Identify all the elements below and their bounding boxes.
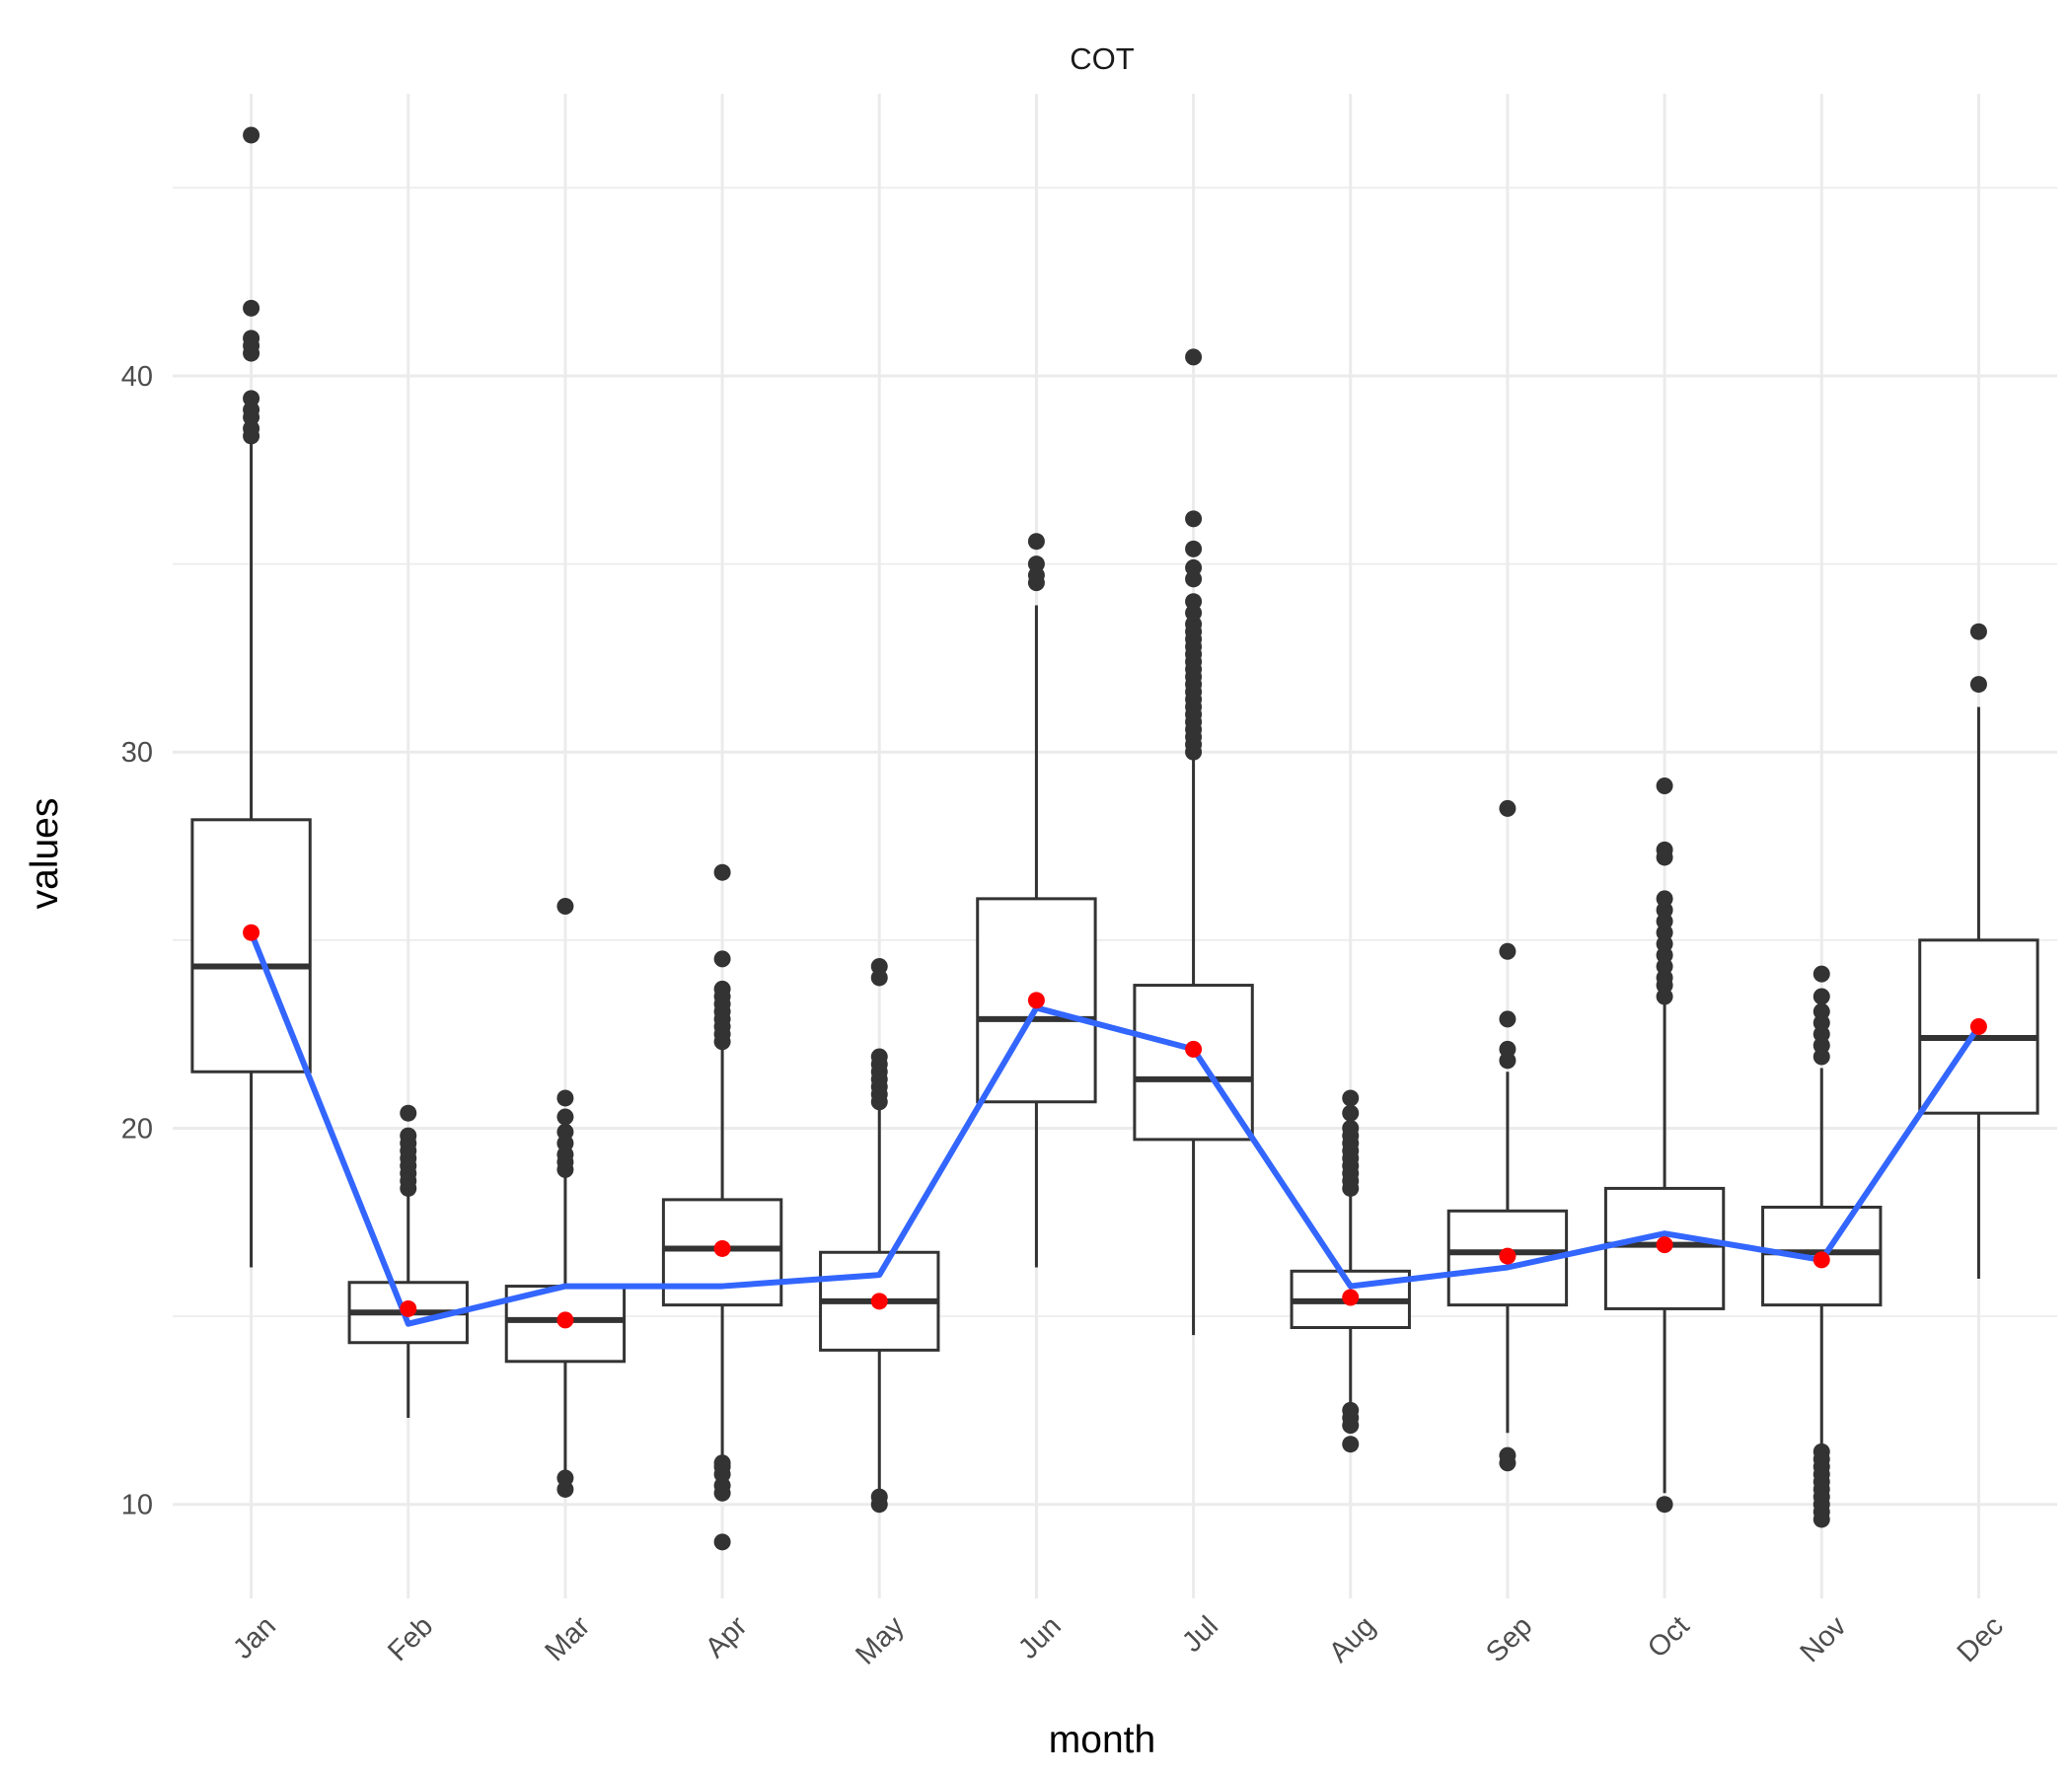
x-tick-label: Dec (1952, 1610, 2010, 1668)
outlier-point (556, 898, 574, 915)
box-dec (1918, 706, 2039, 1279)
outlier-point (1813, 1443, 1830, 1460)
outlier-point (1342, 1119, 1360, 1137)
outlier-point (1813, 965, 1830, 983)
outlier-point (1499, 1010, 1517, 1028)
y-tick-label: 40 (121, 361, 153, 393)
outlier-point (1656, 1496, 1673, 1514)
mean-point (1656, 1236, 1673, 1254)
outlier-point (1342, 1089, 1360, 1107)
outlier-point (870, 958, 888, 975)
box-mar (504, 1177, 627, 1490)
outlier-point (713, 950, 731, 968)
trend-layer (248, 929, 1982, 1327)
mean-point (1969, 1018, 1987, 1035)
chart-title: COT (1070, 41, 1135, 76)
y-tick-label: 10 (121, 1490, 153, 1521)
outlier-point (556, 1089, 574, 1107)
outlier-point (713, 1533, 731, 1551)
outlier-point (1499, 942, 1517, 960)
outlier-point (713, 1454, 731, 1472)
mean-point (1499, 1247, 1517, 1265)
y-axis-title: values (24, 798, 66, 910)
mean-point (1813, 1251, 1830, 1269)
outlier-point (1185, 348, 1203, 366)
outlier-point (400, 1104, 417, 1122)
outlier-point (1656, 777, 1673, 794)
mean-point (713, 1239, 731, 1257)
x-tick-label: Oct (1642, 1610, 1696, 1665)
mean-point (400, 1299, 417, 1317)
outlier-point (713, 863, 731, 881)
box-jan (190, 443, 312, 1268)
outlier-point (1027, 555, 1045, 573)
outlier-point (1185, 540, 1203, 557)
x-tick-label: May (850, 1610, 911, 1671)
outlier-point (1969, 676, 1987, 694)
outlier-point (870, 1048, 888, 1066)
mean-point (1342, 1289, 1360, 1306)
box-jun (976, 605, 1097, 1268)
outlier-point (1499, 1040, 1517, 1058)
outlier-point (556, 1469, 574, 1487)
outlier-point (1499, 1446, 1517, 1464)
outlier-point (243, 299, 260, 317)
outlier-point (1656, 890, 1673, 908)
outlier-point (400, 1127, 417, 1145)
box-layer (190, 443, 2039, 1494)
box-iqr (1603, 1186, 1726, 1310)
outlier-point (243, 330, 260, 347)
x-tick-label: Mar (539, 1610, 596, 1667)
outlier-point (870, 1488, 888, 1506)
outlier-point (1499, 799, 1517, 817)
box-oct (1603, 1003, 1726, 1494)
outlier-point (1185, 558, 1203, 576)
x-tick-label: Jun (1012, 1610, 1068, 1665)
outlier-point (556, 1123, 574, 1141)
outlier-point (1813, 1002, 1830, 1020)
outlier-point (556, 1108, 574, 1126)
outlier-point (1342, 1401, 1360, 1419)
mean-point (1027, 992, 1045, 1009)
outlier-point (243, 390, 260, 407)
trend-line (248, 929, 1982, 1327)
outlier-point (1342, 1436, 1360, 1453)
outlier-point (243, 126, 260, 144)
x-tick-label: Nov (1795, 1610, 1853, 1668)
outlier-point (1185, 593, 1203, 611)
mean-point (870, 1293, 888, 1310)
x-axis-title: month (1049, 1719, 1155, 1761)
x-tick-label: Aug (1323, 1610, 1381, 1668)
x-tick-label: Jul (1176, 1610, 1224, 1659)
outlier-point (713, 980, 731, 998)
x-tick-label: Apr (700, 1610, 754, 1665)
y-tick-label: 30 (121, 737, 153, 769)
grid-layer (173, 94, 2057, 1598)
x-tick-label: Jan (227, 1610, 282, 1665)
outlier-point (1027, 533, 1045, 551)
y-tick-label: 20 (121, 1113, 153, 1145)
outlier-point (1342, 1104, 1360, 1122)
x-tick-label: Feb (382, 1610, 439, 1667)
outlier-point (1185, 510, 1203, 528)
mean-point (243, 924, 260, 941)
outlier-point (1656, 841, 1673, 858)
outlier-layer (243, 126, 1987, 1551)
mean-point (1185, 1040, 1203, 1058)
mean-point (556, 1311, 574, 1329)
outlier-point (1969, 623, 1987, 640)
mean-layer (243, 924, 1987, 1329)
x-tick-label: Sep (1480, 1610, 1538, 1668)
outlier-point (1813, 988, 1830, 1005)
